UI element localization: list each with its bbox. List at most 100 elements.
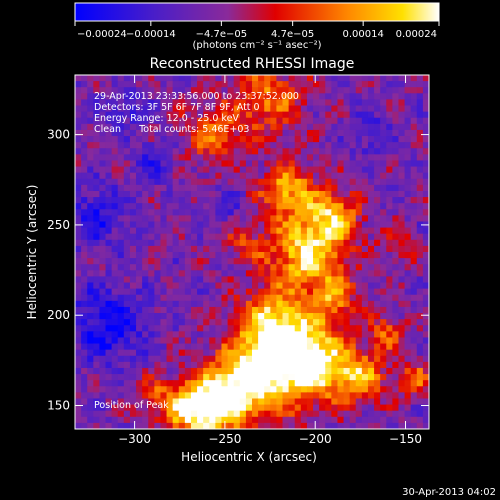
heatmap-cell — [99, 233, 107, 241]
heatmap-cell — [239, 367, 247, 375]
heatmap-cell — [160, 111, 168, 119]
heatmap-cell — [282, 203, 290, 210]
heatmap-cell — [239, 288, 247, 296]
heatmap-cell — [331, 313, 339, 320]
heatmap-cell — [239, 221, 247, 229]
heatmap-cell — [331, 294, 339, 302]
heatmap-cell — [270, 349, 278, 357]
heatmap-cell — [374, 142, 381, 149]
heatmap-cell — [209, 166, 216, 174]
heatmap-cell — [142, 99, 149, 107]
heatmap-cell — [129, 374, 137, 381]
heatmap-cell — [258, 197, 265, 204]
heatmap-cell — [129, 276, 137, 284]
heatmap-cell — [203, 203, 210, 210]
heatmap-cell — [294, 404, 302, 412]
heatmap-cell — [178, 398, 186, 406]
heatmap-cell — [300, 349, 308, 357]
heatmap-cell — [245, 166, 253, 174]
heatmap-cell — [349, 166, 357, 174]
heatmap-cell — [276, 197, 284, 204]
heatmap-cell — [325, 282, 332, 290]
heatmap-cell — [416, 239, 424, 247]
heatmap-cell — [361, 239, 369, 247]
heatmap-cell — [148, 252, 155, 259]
heatmap-cell — [148, 392, 155, 400]
heatmap-cell — [422, 178, 429, 186]
heatmap-cell — [361, 288, 369, 296]
heatmap-cell — [325, 209, 332, 216]
heatmap-cell — [398, 325, 406, 332]
heatmap-cell — [270, 288, 278, 296]
heatmap-cell — [105, 129, 113, 137]
heatmap-cell — [148, 221, 155, 229]
heatmap-cell — [190, 416, 198, 424]
heatmap-cell — [75, 172, 82, 180]
heatmap-cell — [300, 190, 308, 198]
heatmap-cell — [276, 313, 284, 320]
heatmap-cell — [209, 81, 216, 88]
heatmap-cell — [349, 386, 357, 393]
heatmap-cell — [276, 361, 284, 369]
heatmap-cell — [93, 380, 101, 387]
heatmap-cell — [142, 215, 149, 223]
heatmap-cell — [300, 221, 308, 229]
heatmap-cell — [343, 349, 351, 357]
heatmap-cell — [288, 166, 296, 174]
heatmap-cell — [190, 386, 198, 393]
heatmap-cell — [203, 75, 210, 82]
heatmap-cell — [197, 209, 204, 216]
heatmap-cell — [404, 325, 412, 332]
heatmap-cell — [300, 136, 308, 143]
heatmap-cell — [367, 215, 375, 223]
heatmap-cell — [386, 288, 393, 296]
heatmap-cell — [197, 227, 204, 235]
heatmap-cell — [386, 129, 393, 137]
heatmap-cell — [343, 361, 351, 369]
heatmap-cell — [276, 380, 284, 387]
heatmap-cell — [306, 129, 314, 137]
heatmap-cell — [331, 380, 339, 387]
heatmap-cell — [203, 264, 210, 271]
heatmap-cell — [172, 105, 180, 113]
heatmap-cell — [123, 306, 131, 314]
heatmap-cell — [374, 288, 381, 296]
heatmap-cell — [294, 190, 302, 198]
heatmap-cell — [276, 215, 284, 223]
y-axis-ticks — [75, 134, 429, 407]
heatmap-cell — [166, 197, 174, 204]
heatmap-cell — [160, 75, 168, 82]
heatmap-cell — [148, 276, 155, 284]
heatmap-cell — [367, 184, 375, 192]
heatmap-cell — [276, 87, 284, 94]
heatmap-cell — [160, 294, 168, 302]
heatmap-cell — [117, 306, 125, 314]
heatmap-cell — [227, 337, 235, 345]
heatmap-cell — [422, 166, 429, 174]
heatmap-cell — [99, 306, 107, 314]
heatmap-cell — [300, 392, 308, 400]
heatmap-cell — [288, 203, 296, 210]
heatmap-cell — [221, 300, 229, 308]
heatmap-cell — [154, 343, 162, 351]
heatmap-cell — [398, 178, 406, 186]
heatmap-cell — [258, 142, 265, 149]
heatmap-cell — [416, 227, 424, 235]
heatmap-cell — [288, 374, 296, 381]
heatmap-cell — [264, 233, 271, 241]
heatmap-cell — [160, 87, 168, 94]
heatmap-cell — [367, 239, 375, 247]
heatmap-cell — [166, 306, 174, 314]
heatmap-cell — [178, 184, 186, 192]
heatmap-cell — [221, 172, 229, 180]
heatmap-cell — [374, 105, 381, 113]
heatmap-cell — [410, 142, 418, 149]
heatmap-cell — [331, 227, 339, 235]
heatmap-cell — [154, 178, 162, 186]
heatmap-cell — [172, 276, 180, 284]
heatmap-cell — [123, 117, 131, 125]
heatmap-cell — [197, 416, 204, 424]
heatmap-cell — [252, 306, 259, 314]
heatmap-cell — [282, 87, 290, 94]
heatmap-cell — [367, 190, 375, 198]
